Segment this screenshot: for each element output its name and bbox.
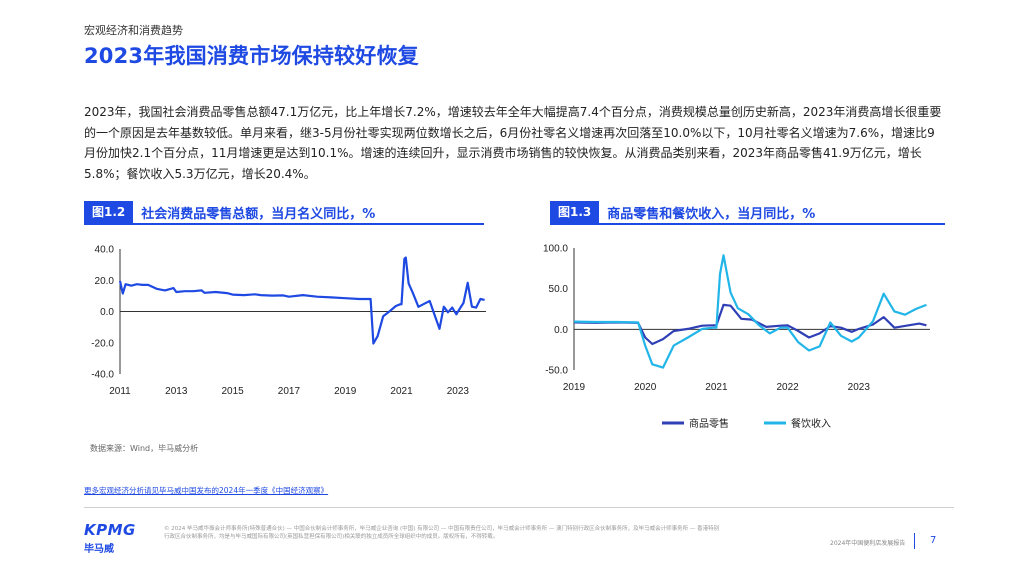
chart-2-series-line-1 [573, 303, 927, 346]
chart-1-x-tick-label: 2023 [447, 386, 470, 397]
chart-1-x-tick-label: 2021 [390, 386, 413, 397]
source-note: 数据来源：Wind，毕马威分析 [90, 444, 199, 453]
footer-divider [84, 507, 954, 508]
section-label: 宏观经济和消费趋势 [84, 24, 183, 37]
chart-1-y-tick-label: -20.0 [91, 338, 114, 349]
chart-2-x-tick-label: 2020 [634, 382, 657, 393]
chart-2-y-tick-label: 0.0 [554, 325, 568, 336]
chart-2-series-line-2 [573, 254, 927, 369]
chart-1-x-tick-label: 2013 [165, 386, 188, 397]
chart-2-legend-label-2: 餐饮收入 [791, 417, 831, 430]
chart-2-y-tick-label: 50.0 [549, 284, 569, 295]
chart-1-svg: 40.0 20.0 0.0 -20.0 -40.0 2011 2013 2015 2017 201… [91, 245, 486, 397]
chart-2-legend-label-1: 商品零售 [689, 417, 729, 430]
logo-wordmark: KPMG [84, 521, 136, 539]
page-number: 7 [930, 535, 937, 546]
kpmg-logo: KPMG 毕马威 [84, 521, 136, 555]
chart-2-x-tick-label: 2022 [776, 382, 799, 393]
chart-2-svg: 100.0 50.0 0.0 -50.0 2019 2020 2021 2022 2023 商品零… [543, 244, 930, 430]
chart-1-y-tick-label: 40.0 [95, 245, 115, 256]
chart-1-y-tick-label: -40.0 [91, 370, 114, 381]
more-analysis-link[interactable]: 更多宏观经济分析请见毕马威中国发布的2024年一季度《中国经济观察》 [84, 486, 329, 495]
chart-2-y-tick-label: 100.0 [543, 244, 568, 255]
figure-2-title: 商品零售和餐饮收入，当月同比，% [607, 206, 816, 222]
chart-2-y-tick-label: -50.0 [545, 366, 568, 377]
figure-2: 图1.3 商品零售和餐饮收入，当月同比，% [550, 201, 945, 225]
figure-1-rule [84, 223, 484, 225]
chart-1-y-tick-label: 0.0 [100, 307, 114, 318]
body-paragraph: 2023年，我国社会消费品零售总额47.1万亿元，比上年增长7.2%，增速较去年… [84, 105, 942, 181]
chart-2-x-tick-label: 2021 [705, 382, 728, 393]
chart-1-x-tick-label: 2011 [109, 386, 131, 397]
figure-2-rule [550, 223, 945, 225]
chart-2-x-tick-label: 2023 [848, 382, 871, 393]
chart-1-x-tick-label: 2017 [278, 386, 301, 397]
chart-1-x-tick-label: 2015 [221, 386, 244, 397]
page-title: 2023年我国消费市场保持较好恢复 [84, 44, 419, 68]
page-number-divider [914, 533, 915, 549]
logo-chinese: 毕马威 [84, 544, 114, 555]
figure-1: 图1.2 社会消费品零售总额，当月名义同比，% [84, 201, 484, 225]
figure-2-label: 图1.3 [550, 201, 600, 223]
chart-1-x-tick-label: 2019 [334, 386, 357, 397]
chart-2-x-tick-label: 2019 [563, 382, 586, 393]
report-name: 2024年中国便利店发展报告 [830, 540, 906, 547]
figure-1-label: 图1.2 [84, 201, 134, 223]
figure-1-header: 图1.2 社会消费品零售总额，当月名义同比，% [84, 201, 484, 223]
figure-2-header: 图1.3 商品零售和餐饮收入，当月同比，% [550, 201, 945, 223]
chart-1-series-line-1 [118, 256, 485, 345]
legal-disclaimer: © 2024 毕马威华振会计师事务所(特殊普通合伙) — 中国合伙制会计师事务所… [164, 526, 720, 540]
figure-1-title: 社会消费品零售总额，当月名义同比，% [141, 206, 376, 222]
chart-1-y-tick-label: 20.0 [95, 276, 115, 287]
